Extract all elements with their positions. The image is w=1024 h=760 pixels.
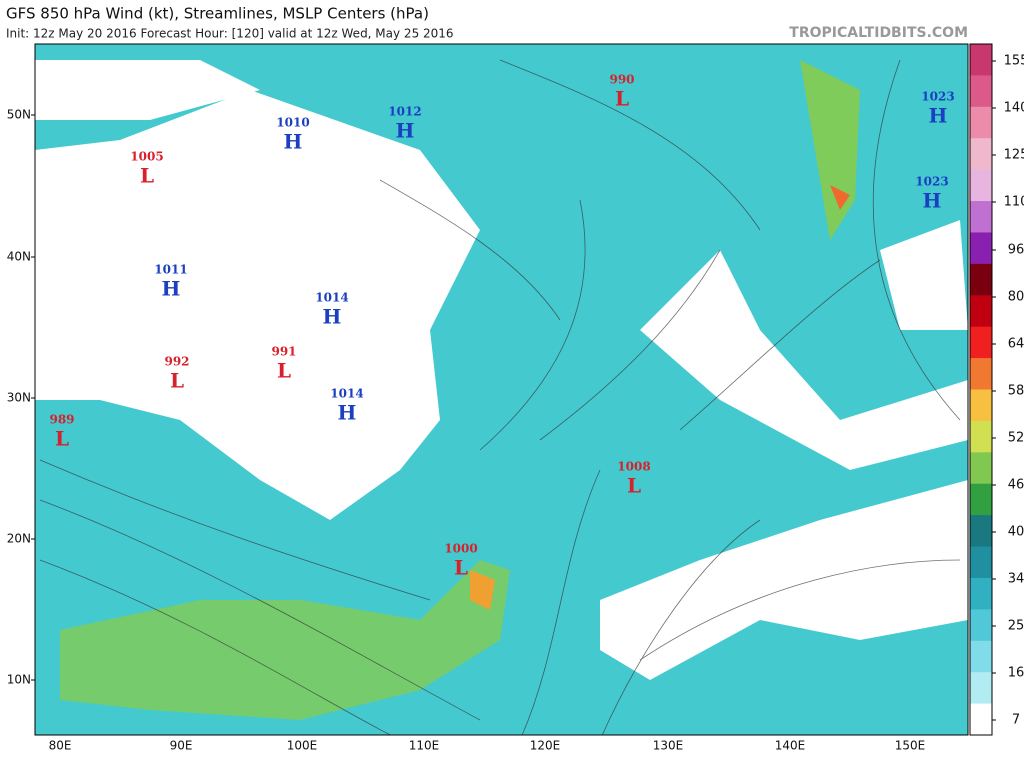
colorbar-label: 16 bbox=[1008, 666, 1024, 681]
colorbar-segment bbox=[970, 515, 992, 548]
pressure-symbol: L bbox=[454, 556, 468, 580]
longitude-label: 120E bbox=[530, 739, 561, 753]
colorbar-segment bbox=[970, 640, 992, 673]
pressure-symbol: H bbox=[284, 130, 303, 154]
colorbar-label: 125 bbox=[1004, 148, 1024, 163]
longitude-label: 150E bbox=[895, 739, 926, 753]
colorbar-segment bbox=[970, 358, 992, 390]
pressure-symbol: H bbox=[338, 401, 357, 425]
colorbar-segment bbox=[970, 138, 992, 171]
pressure-value: 992 bbox=[164, 355, 189, 369]
colorbar-segment bbox=[970, 44, 992, 76]
calm-region bbox=[35, 60, 260, 120]
site-name: TROPICALTIDBITS.COM bbox=[789, 25, 968, 41]
pressure-value: 1023 bbox=[915, 175, 948, 189]
calm-region bbox=[640, 250, 968, 470]
colorbar-segment bbox=[970, 295, 992, 328]
pressure-value: 991 bbox=[271, 345, 296, 359]
pressure-value: 1000 bbox=[444, 542, 477, 556]
map-frame bbox=[34, 43, 969, 736]
map bbox=[35, 44, 968, 735]
colorbar-segment bbox=[970, 546, 992, 579]
colorbar-segment bbox=[970, 326, 992, 359]
pressure-value: 1011 bbox=[154, 263, 187, 277]
colorbar-segment bbox=[970, 483, 992, 516]
pressure-symbol: H bbox=[323, 305, 342, 329]
colorbar-label: 58 bbox=[1008, 384, 1024, 399]
pressure-symbol: H bbox=[929, 104, 948, 128]
pressure-value: 1014 bbox=[330, 387, 363, 401]
strong-wind-region bbox=[830, 185, 850, 210]
colorbar-label: 34 bbox=[1008, 572, 1024, 587]
pressure-symbol: L bbox=[140, 164, 154, 188]
colorbar-segment bbox=[970, 263, 992, 296]
colorbar-segment bbox=[970, 420, 992, 453]
pressure-symbol: L bbox=[615, 87, 629, 111]
longitude-label: 110E bbox=[409, 739, 440, 753]
colorbar-segment bbox=[970, 577, 992, 610]
latitude-label: 30N bbox=[7, 391, 31, 405]
colorbar-frame bbox=[969, 43, 993, 736]
strong-wind-region bbox=[60, 560, 510, 720]
longitude-label: 140E bbox=[775, 739, 806, 753]
colorbar-label: 155 bbox=[1004, 54, 1024, 69]
pressure-symbol: L bbox=[627, 474, 641, 498]
pressure-value: 1008 bbox=[617, 460, 650, 474]
longitude-label: 130E bbox=[653, 739, 684, 753]
pressure-value: 1005 bbox=[130, 150, 163, 164]
pressure-value: 1023 bbox=[921, 90, 954, 104]
subtitle: Init: 12z May 20 2016 Forecast Hour: [12… bbox=[6, 27, 454, 41]
colorbar-segment bbox=[970, 703, 992, 736]
calm-region bbox=[880, 220, 968, 330]
colorbar-label: 64 bbox=[1008, 337, 1024, 352]
strong-wind-region bbox=[470, 570, 495, 610]
colorbar-segment bbox=[970, 169, 992, 202]
pressure-symbol: H bbox=[396, 119, 415, 143]
colorbar-label: 52 bbox=[1008, 431, 1024, 446]
latitude-label: 20N bbox=[7, 532, 31, 546]
pressure-symbol: L bbox=[170, 369, 184, 393]
latitude-label: 40N bbox=[7, 250, 31, 264]
colorbar-segment bbox=[970, 201, 992, 233]
colorbar-segment bbox=[970, 672, 992, 705]
colorbar-label: 7 bbox=[1012, 713, 1020, 728]
latitude-label: 10N bbox=[7, 673, 31, 687]
colorbar-label: 96 bbox=[1008, 243, 1024, 258]
colorbar-label: 40 bbox=[1008, 525, 1024, 540]
colorbar-label: 140 bbox=[1004, 101, 1024, 116]
longitude-label: 90E bbox=[170, 739, 193, 753]
calm-region bbox=[600, 480, 968, 680]
pressure-value: 1010 bbox=[276, 116, 309, 130]
pressure-symbol: H bbox=[162, 277, 181, 301]
streamlines bbox=[39, 59, 961, 735]
colorbar-label: 46 bbox=[1008, 478, 1024, 493]
longitude-label: 100E bbox=[287, 739, 318, 753]
colorbar-label: 110 bbox=[1004, 195, 1024, 210]
colorbar-segment bbox=[970, 232, 992, 265]
colorbar-segment bbox=[970, 452, 992, 485]
pressure-value: 990 bbox=[609, 73, 634, 87]
colorbar-segment bbox=[970, 106, 992, 139]
pressure-value: 1012 bbox=[388, 105, 421, 119]
pressure-symbol: L bbox=[277, 359, 291, 383]
calm-region bbox=[35, 90, 480, 520]
pressure-value: 989 bbox=[49, 413, 74, 427]
longitude-label: 80E bbox=[49, 739, 72, 753]
title: GFS 850 hPa Wind (kt), Streamlines, MSLP… bbox=[6, 5, 429, 23]
colorbar-label: 80 bbox=[1008, 290, 1024, 305]
pressure-value: 1014 bbox=[315, 291, 348, 305]
colorbar-label: 25 bbox=[1008, 619, 1024, 634]
latitude-label: 50N bbox=[7, 108, 31, 122]
pressure-symbol: H bbox=[923, 189, 942, 213]
pressure-symbol: L bbox=[55, 427, 69, 451]
colorbar-segment bbox=[970, 609, 992, 642]
colorbar-segment bbox=[970, 75, 992, 108]
colorbar-segment bbox=[970, 389, 992, 422]
